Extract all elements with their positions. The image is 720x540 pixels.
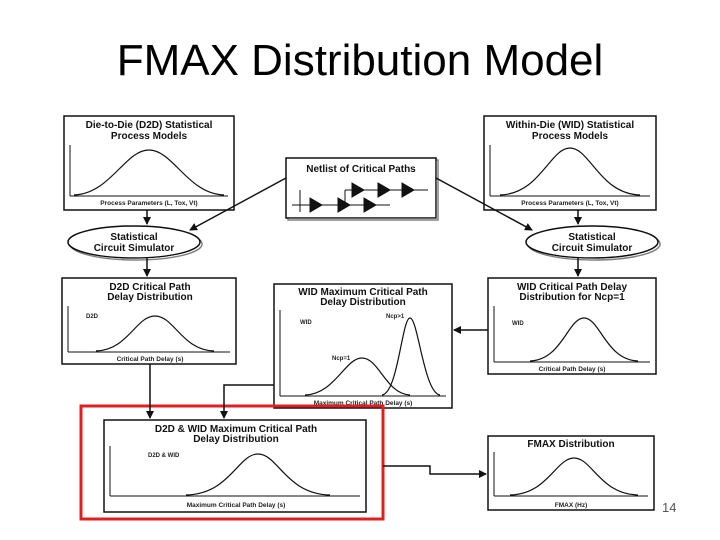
combined-title-1: D2D & WID Maximum Critical Path (155, 424, 317, 435)
netlist-title: Netlist of Critical Paths (306, 164, 416, 175)
sim-left-line-1: Statistical (110, 232, 157, 243)
combined-delay-box: D2D & WID Maximum Critical Path Delay Di… (103, 419, 367, 513)
statistical-simulator-right: Statistical Circuit Simulator (525, 225, 659, 259)
d2d-delay-title-1: D2D Critical Path (109, 282, 190, 293)
wid-models-title-1: Within-Die (WID) Statistical (506, 120, 634, 131)
netlist-box: Netlist of Critical Paths (285, 157, 437, 219)
page-number: 14 (662, 500, 676, 515)
wid-max-y-label: WID (300, 320, 312, 326)
flow-arrows (143, 177, 582, 478)
d2d-delay-x-label: Critical Path Delay (s) (117, 356, 184, 363)
wid-max-delay-box: WID Maximum Critical Path Delay Distribu… (273, 283, 453, 409)
wid-max-curve-ncp1 (304, 357, 411, 396)
d2d-models-curve (73, 149, 225, 196)
sim-left-line-2: Circuit Simulator (94, 243, 175, 254)
wid-delay-y-label: WID (512, 321, 524, 327)
wid-delay-x-label: Critical Path Delay (s) (539, 366, 606, 373)
logic-gates-icon (292, 182, 428, 213)
wid-process-models-box: Within-Die (WID) Statistical Process Mod… (483, 115, 657, 211)
fmax-box: FMAX Distribution FMAX (Hz) (487, 435, 655, 511)
combined-title-2: Delay Distribution (193, 434, 279, 445)
wid-models-title-2: Process Models (532, 131, 609, 142)
wid-delay-title-2: Distribution for Ncp=1 (519, 292, 625, 303)
combined-y-label: D2D & WID (148, 453, 180, 459)
statistical-simulator-left: Statistical Circuit Simulator (67, 225, 201, 259)
wid-max-x-label: Maximum Critical Path Delay (s) (314, 400, 413, 407)
fmax-curve (509, 457, 639, 496)
wid-models-curve (499, 147, 641, 196)
combined-x-label: Maximum Critical Path Delay (s) (187, 502, 286, 509)
wid-max-title-2: Delay Distribution (320, 297, 406, 308)
arrow-combined-to-fmax (383, 465, 487, 478)
sim-right-line-1: Statistical (568, 232, 615, 243)
wid-max-tag-one: Ncp=1 (332, 356, 351, 362)
d2d-delay-title-2: Delay Distribution (107, 292, 193, 303)
wid-delay-title-1: WID Critical Path Delay (517, 282, 627, 293)
wid-max-curve-ncp-many (381, 317, 441, 396)
d2d-models-x-label: Process Parameters (L, Tox, Vt) (100, 200, 197, 207)
arrow-wid-max-to-combined (220, 384, 274, 419)
highlight-frame (79, 404, 385, 521)
wid-delay-curve (529, 317, 639, 362)
d2d-process-models-box: Die-to-Die (D2D) Statistical Process Mod… (63, 115, 235, 211)
d2d-delay-curve (95, 315, 215, 352)
wid-max-tag-many: Ncp>1 (386, 314, 405, 320)
wid-models-x-label: Process Parameters (L, Tox, Vt) (521, 200, 618, 207)
fmax-x-label: FMAX (Hz) (555, 502, 588, 509)
sim-right-line-2: Circuit Simulator (552, 243, 633, 254)
arrow-netlist-to-right-sim (435, 177, 533, 231)
arrow-netlist-to-left-sim (189, 177, 287, 231)
d2d-models-title-2: Process Models (111, 131, 188, 142)
combined-curve (185, 453, 331, 496)
wid-delay-box: WID Critical Path Delay Distribution for… (487, 277, 657, 375)
slide-title: FMAX Distribution Model (116, 36, 604, 85)
d2d-models-title-1: Die-to-Die (D2D) Statistical (86, 120, 213, 131)
d2d-delay-y-label: D2D (86, 314, 99, 320)
wid-max-title-1: WID Maximum Critical Path (298, 287, 427, 298)
d2d-delay-box: D2D Critical Path Delay Distribution D2D… (61, 277, 237, 365)
fmax-title: FMAX Distribution (527, 439, 614, 450)
